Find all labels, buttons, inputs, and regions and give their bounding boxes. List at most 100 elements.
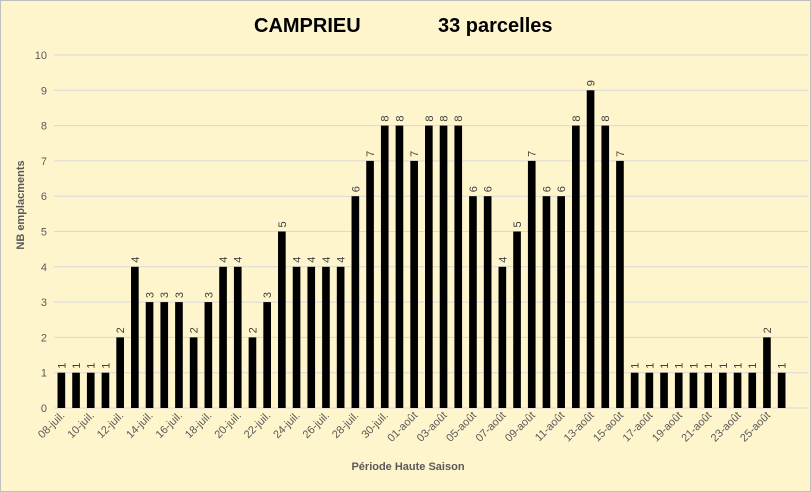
x-tick-label: 14-juil. [124,410,155,441]
y-tick-label: 4 [41,262,47,274]
data-label: 1 [688,363,700,369]
bar [542,196,551,408]
data-label: 8 [600,115,612,121]
y-tick-label: 5 [41,227,47,239]
bar [616,160,624,408]
bar [57,372,66,408]
y-tick-labels: 0 1 2 3 4 5 6 7 8 9 10 [35,50,47,415]
data-label: 7 [615,151,627,157]
data-label: 6 [541,186,553,192]
bar [248,337,257,408]
data-label: 1 [733,363,745,369]
y-tick-label: 6 [41,191,47,203]
x-tick-label: 24-juil. [271,410,302,441]
bar [454,125,463,408]
x-tick-label: 26-juil. [301,410,332,441]
data-label: 2 [189,327,201,333]
data-label: 2 [115,327,127,333]
bar [572,125,580,408]
bar [733,372,742,408]
data-label: 7 [527,151,539,157]
data-label: 2 [762,327,774,333]
bar [101,372,110,408]
data-label: 6 [350,186,362,192]
x-tick-label: 23-août [709,410,744,445]
data-label: 3 [262,292,274,298]
x-tick-label: 05-août [444,410,479,445]
data-label: 4 [321,257,333,263]
y-tick-label: 9 [41,85,47,97]
bar [513,231,521,408]
data-label: 1 [659,363,671,369]
y-tick-label: 10 [35,50,47,62]
bar [704,372,712,408]
x-tick-label: 10-juil. [65,410,96,441]
x-tick-label: 25-août [738,410,773,445]
data-label: 3 [203,292,215,298]
bar [469,196,477,408]
x-tick-label: 09-août [503,410,538,445]
bar [160,302,169,408]
bar [189,337,198,408]
data-label: 3 [145,292,157,298]
bar [660,372,668,408]
bar [263,302,271,408]
data-label: 8 [394,115,406,121]
data-label: 4 [306,257,318,263]
data-label: 1 [71,363,83,369]
data-label: 5 [277,221,289,227]
data-label: 2 [247,327,259,333]
x-tick-label: 17-août [621,410,656,445]
bar [336,266,345,408]
data-label: 8 [380,115,392,121]
data-label: 3 [159,292,171,298]
bar [175,302,183,408]
y-tick-label: 0 [41,403,47,415]
data-label: 4 [218,257,230,263]
bar [719,372,727,408]
bar [233,266,242,408]
bar [278,231,286,408]
y-tick-label: 8 [41,121,47,133]
data-label: 9 [586,80,598,86]
y-tick-label: 3 [41,297,47,309]
bar [630,372,639,408]
y-axis-title: NB emplacments [15,160,27,249]
data-label: 8 [571,115,583,121]
x-tick-label: 22-juil. [242,410,273,441]
x-tick-label: 13-août [562,410,597,445]
data-label: 1 [747,363,759,369]
x-tick-label: 01-août [385,410,420,445]
bar [439,125,448,408]
bars [57,90,786,409]
x-tick-label: 11-août [533,410,567,444]
data-label: 1 [777,363,789,369]
data-label: 4 [336,257,348,263]
bar [322,266,330,408]
data-label: 4 [497,257,509,263]
y-tick-label: 1 [41,368,47,380]
bar [410,160,418,408]
data-label: 6 [483,186,495,192]
x-tick-label: 18-juil. [183,410,214,441]
x-tick-label: 20-juil. [212,410,243,441]
data-label: 1 [644,363,656,369]
data-label: 1 [100,363,112,369]
bar [351,196,360,408]
bar [689,372,698,408]
bar [219,266,227,408]
y-tick-label: 2 [41,332,47,344]
bar [557,196,565,408]
x-tick-label: 15-août [591,410,626,445]
bar [527,160,536,408]
data-label: 3 [174,292,186,298]
bar [763,337,771,408]
data-label: 1 [86,363,98,369]
bar [366,160,374,408]
bar [748,372,757,408]
bar [380,125,389,408]
bar [307,266,316,408]
